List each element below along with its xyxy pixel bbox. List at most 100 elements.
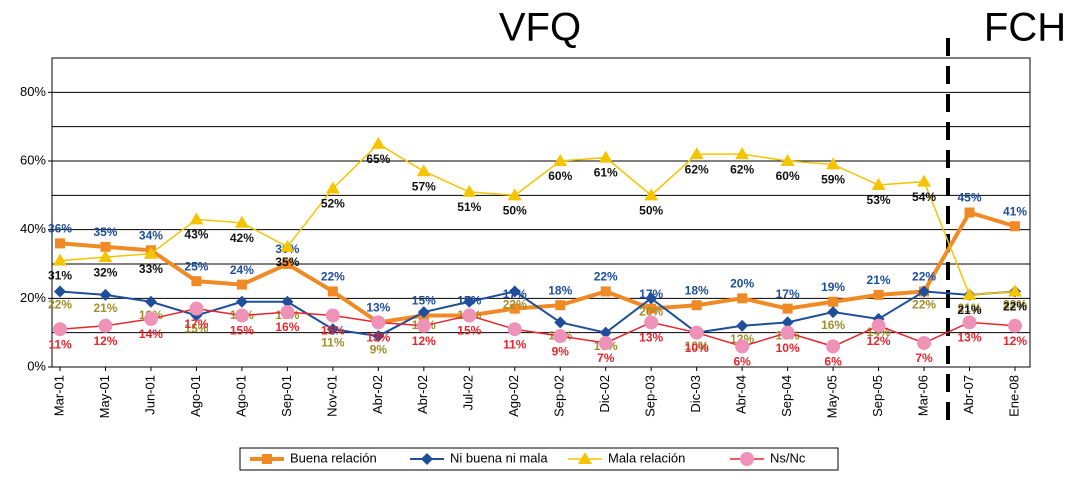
point [917,174,932,187]
value-label: 13% [366,301,390,315]
value-label: 62% [730,162,754,176]
value-label: 16% [821,318,845,332]
point [1010,221,1020,232]
value-label: 7% [597,351,615,365]
value-label: 60% [548,169,572,183]
point [143,311,158,326]
x-tick-label: Jun-01 [142,375,157,415]
value-label: 62% [685,162,709,176]
point [962,315,977,330]
value-label: 21% [867,273,891,287]
point [53,322,67,337]
annotation: VFQ [499,6,581,50]
value-label: 7% [915,351,933,365]
value-label: 12% [867,334,891,348]
value-label: 20% [639,305,663,319]
value-label: 15% [412,294,436,308]
point [416,164,431,177]
value-label: 21% [958,301,982,315]
point [462,308,477,323]
point [98,250,113,263]
point [189,301,204,316]
point [782,303,793,314]
value-label: 22% [594,270,618,284]
point [417,306,430,319]
value-label: 51% [457,200,481,214]
point [599,326,612,339]
point [553,154,568,166]
annotation: FCH [984,6,1066,50]
value-label: 11% [503,337,527,351]
value-label: 6% [824,355,842,369]
value-label: 57% [412,179,436,193]
value-label: 10% [685,339,709,353]
value-label: 36% [48,222,72,236]
value-label: 9% [370,342,388,356]
point [962,287,977,300]
legend-marker [421,453,433,465]
y-tick-label: 40% [20,221,46,236]
point [827,306,840,319]
point [372,330,385,343]
point [917,335,932,350]
point [325,308,340,323]
point [964,207,975,218]
legend-label: Ni buena ni mala [450,450,548,465]
legend-label: Ns/Nc [770,450,806,465]
point [371,315,386,330]
x-tick-label: Abr-04 [734,375,749,414]
x-tick-label: Abr-02 [415,375,430,414]
point [871,318,886,333]
x-tick-label: Ago-02 [506,375,521,417]
x-tick-label: Abr-07 [961,375,976,414]
point [144,295,157,308]
point [235,295,248,308]
point [1008,284,1022,297]
point [644,315,659,330]
value-label: 9% [552,344,570,358]
point [234,215,249,228]
value-label: 10% [776,341,800,355]
x-tick-label: Dic-02 [597,375,612,413]
point [100,241,111,252]
legend-label: Buena relación [290,450,377,465]
point [463,295,476,308]
value-label: 16% [275,320,299,334]
value-label: 19% [821,280,845,294]
point [53,253,67,266]
point [234,308,249,323]
value-label: 22% [503,298,527,312]
point [280,305,295,320]
value-label: 43% [184,228,208,242]
point [280,239,295,252]
value-label: 14% [139,327,163,341]
x-tick-label: Sep-02 [552,375,567,417]
value-label: 15% [184,322,208,336]
point [371,136,386,149]
point [735,147,750,160]
point [826,157,841,170]
value-label: 13% [366,331,390,345]
value-label: 11% [321,335,345,349]
x-tick-label: Nov-01 [324,375,339,417]
legend [239,447,839,471]
point [507,322,522,337]
value-label: 21% [93,301,117,315]
value-label: 11% [48,337,72,351]
point [553,329,568,344]
point [282,259,293,269]
point [98,318,113,333]
value-label: 15% [321,324,345,338]
value-label: 21% [958,303,982,317]
value-label: 25% [184,259,208,273]
value-label: 35% [275,255,299,269]
value-label: 18% [548,283,572,297]
value-label: 10% [685,341,709,355]
value-label: 53% [867,193,891,207]
point [828,296,839,307]
x-tick-label: Jul-02 [461,375,476,410]
point [509,303,520,314]
x-tick-label: Ene-08 [1006,375,1021,417]
y-tick-label: 60% [20,152,46,167]
point [826,339,841,354]
